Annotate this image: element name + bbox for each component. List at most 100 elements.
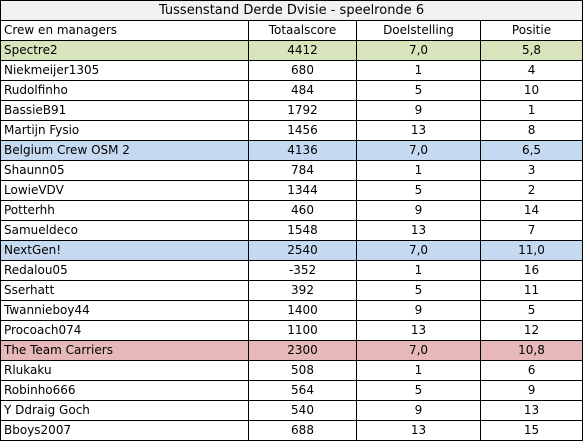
header-crew-managers: Crew en managers (0, 20, 249, 41)
manager-goal: 5 (356, 80, 481, 101)
manager-total-score: 1456 (248, 120, 357, 141)
header-position: Positie (479, 20, 583, 41)
manager-goal: 1 (356, 260, 481, 281)
manager-goal: 1 (356, 160, 481, 181)
manager-position: 5 (479, 300, 583, 321)
crew-total-score: 2300 (248, 340, 357, 361)
manager-name: Procoach074 (0, 320, 249, 341)
manager-total-score: 508 (248, 360, 357, 381)
manager-name: Twannieboy44 (0, 300, 249, 321)
crew-goal: 7,0 (356, 340, 481, 361)
manager-total-score: 680 (248, 60, 357, 81)
manager-position: 14 (479, 200, 583, 221)
manager-name: Redalou05 (0, 260, 249, 281)
header-row: Crew en managers Totaalscore Doelstellin… (0, 20, 583, 41)
manager-position: 12 (479, 320, 583, 341)
manager-total-score: -352 (248, 260, 357, 281)
crew-position: 11,0 (479, 240, 583, 261)
manager-goal: 5 (356, 180, 481, 201)
manager-row: BassieB91 1792 9 1 (0, 100, 583, 121)
manager-total-score: 1100 (248, 320, 357, 341)
manager-goal: 1 (356, 60, 481, 81)
manager-total-score: 1344 (248, 180, 357, 201)
manager-row: Rudolfinho 484 5 10 (0, 80, 583, 101)
manager-total-score: 564 (248, 380, 357, 401)
manager-row: Shaunn05 784 1 3 (0, 160, 583, 181)
crew-position: 5,8 (479, 40, 583, 61)
crew-position: 10,8 (479, 340, 583, 361)
manager-goal: 5 (356, 280, 481, 301)
manager-total-score: 784 (248, 160, 357, 181)
crew-position: 6,5 (479, 140, 583, 161)
manager-row: Bboys2007 688 13 15 (0, 420, 583, 441)
manager-name: Rudolfinho (0, 80, 249, 101)
crew-goal: 7,0 (356, 240, 481, 261)
manager-position: 6 (479, 360, 583, 381)
crew-name: NextGen! (0, 240, 249, 261)
manager-total-score: 484 (248, 80, 357, 101)
manager-name: LowieVDV (0, 180, 249, 201)
crew-row: Spectre2 4412 7,0 5,8 (0, 40, 583, 61)
manager-total-score: 1792 (248, 100, 357, 121)
crew-total-score: 4136 (248, 140, 357, 161)
manager-name: Robinho666 (0, 380, 249, 401)
manager-goal: 9 (356, 200, 481, 221)
manager-row: Samueldeco 1548 13 7 (0, 220, 583, 241)
manager-row: Niekmeijer1305 680 1 4 (0, 60, 583, 81)
manager-name: Samueldeco (0, 220, 249, 241)
manager-total-score: 1548 (248, 220, 357, 241)
manager-position: 10 (479, 80, 583, 101)
manager-name: Rlukaku (0, 360, 249, 381)
crew-total-score: 4412 (248, 40, 357, 61)
crew-total-score: 2540 (248, 240, 357, 261)
manager-name: BassieB91 (0, 100, 249, 121)
manager-goal: 1 (356, 360, 481, 381)
crew-goal: 7,0 (356, 140, 481, 161)
manager-row: Robinho666 564 5 9 (0, 380, 583, 401)
manager-name: Shaunn05 (0, 160, 249, 181)
title-row: Tussenstand Derde Dvisie - speelronde 6 (0, 0, 583, 21)
manager-position: 16 (479, 260, 583, 281)
crew-row: NextGen! 2540 7,0 11,0 (0, 240, 583, 261)
crew-name: Belgium Crew OSM 2 (0, 140, 249, 161)
manager-name: Y Ddraig Goch (0, 400, 249, 421)
manager-position: 13 (479, 400, 583, 421)
manager-total-score: 460 (248, 200, 357, 221)
manager-name: Sserhatt (0, 280, 249, 301)
manager-goal: 13 (356, 220, 481, 241)
manager-row: Potterhh 460 9 14 (0, 200, 583, 221)
manager-row: LowieVDV 1344 5 2 (0, 180, 583, 201)
manager-position: 7 (479, 220, 583, 241)
manager-goal: 13 (356, 320, 481, 341)
manager-position: 11 (479, 280, 583, 301)
manager-position: 2 (479, 180, 583, 201)
manager-position: 1 (479, 100, 583, 121)
manager-position: 9 (479, 380, 583, 401)
manager-row: Martijn Fysio 1456 13 8 (0, 120, 583, 141)
manager-total-score: 688 (248, 420, 357, 441)
manager-goal: 13 (356, 420, 481, 441)
manager-total-score: 540 (248, 400, 357, 421)
manager-total-score: 1400 (248, 300, 357, 321)
crew-goal: 7,0 (356, 40, 481, 61)
manager-row: Redalou05 -352 1 16 (0, 260, 583, 281)
crew-row: Belgium Crew OSM 2 4136 7,0 6,5 (0, 140, 583, 161)
manager-position: 15 (479, 420, 583, 441)
manager-row: Twannieboy44 1400 9 5 (0, 300, 583, 321)
crew-name: Spectre2 (0, 40, 249, 61)
manager-position: 3 (479, 160, 583, 181)
table-title: Tussenstand Derde Dvisie - speelronde 6 (0, 0, 583, 21)
header-goal: Doelstelling (356, 20, 481, 41)
manager-row: Rlukaku 508 1 6 (0, 360, 583, 381)
manager-goal: 9 (356, 100, 481, 121)
manager-row: Sserhatt 392 5 11 (0, 280, 583, 301)
manager-goal: 9 (356, 400, 481, 421)
manager-row: Procoach074 1100 13 12 (0, 320, 583, 341)
manager-name: Bboys2007 (0, 420, 249, 441)
manager-total-score: 392 (248, 280, 357, 301)
crew-row: The Team Carriers 2300 7,0 10,8 (0, 340, 583, 361)
crew-name: The Team Carriers (0, 340, 249, 361)
manager-row: Y Ddraig Goch 540 9 13 (0, 400, 583, 421)
manager-position: 8 (479, 120, 583, 141)
